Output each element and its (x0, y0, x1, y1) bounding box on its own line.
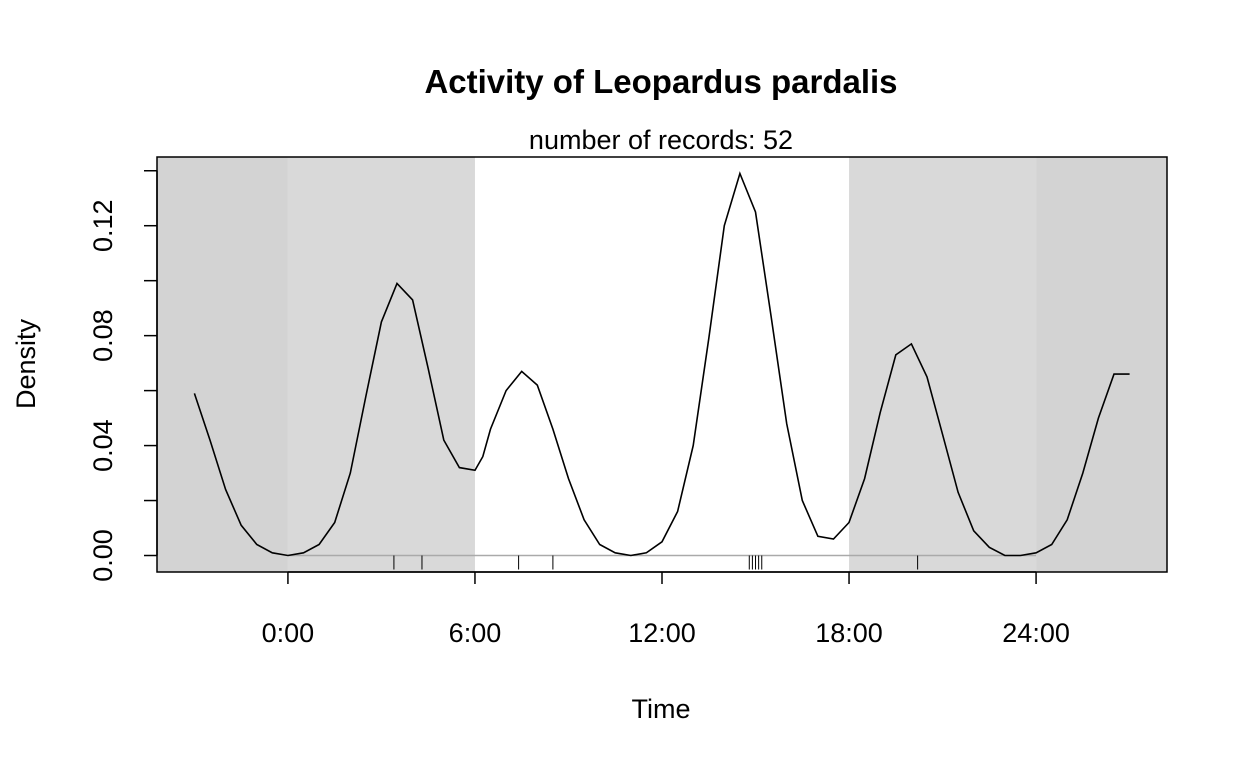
y-axis-label: Density (11, 318, 41, 409)
y-tick-label-0: 0.00 (88, 529, 118, 582)
chart-subtitle: number of records: 52 (529, 125, 793, 155)
night-shade-1 (287, 157, 475, 572)
rug-marks (393, 555, 919, 570)
chart-title: Activity of Leopardus pardalis (424, 63, 897, 100)
x-tick-label-2: 12:00 (628, 618, 696, 648)
x-tick-label-0: 0:00 (262, 618, 315, 648)
x-axis: 0:00 6:00 12:00 18:00 24:00 (262, 571, 1070, 648)
y-tick-label-1: 0.04 (88, 419, 118, 472)
y-tick-label-2: 0.08 (88, 309, 118, 362)
y-tick-label-3: 0.12 (88, 199, 118, 252)
night-shade-3 (1036, 157, 1167, 572)
y-axis: 0.00 0.04 0.08 0.12 (88, 169, 158, 582)
x-tick-label-1: 6:00 (449, 618, 502, 648)
x-axis-label: Time (632, 694, 691, 724)
night-shade-0 (157, 157, 288, 572)
x-tick-label-4: 24:00 (1002, 618, 1070, 648)
x-tick-label-3: 18:00 (815, 618, 883, 648)
night-shading (157, 157, 1167, 572)
night-shade-2 (849, 157, 1037, 572)
density-curve (193, 171, 1130, 557)
